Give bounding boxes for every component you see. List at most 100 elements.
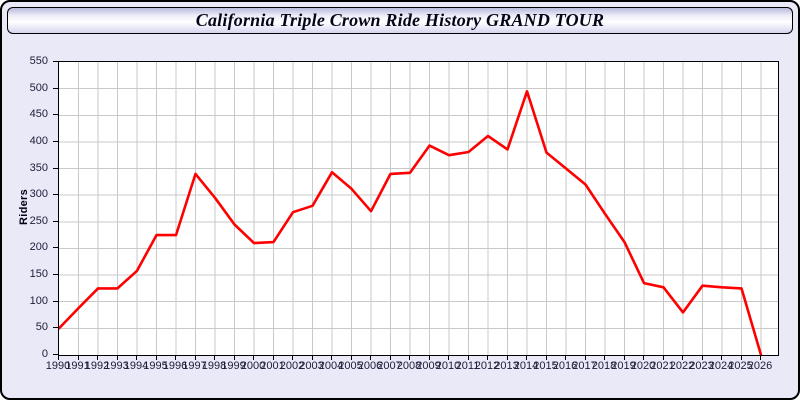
y-tick-mark (53, 327, 58, 329)
x-tick-mark (760, 355, 761, 360)
y-tick-mark (53, 247, 58, 249)
x-tick-label: 2019 (611, 360, 636, 372)
x-tick-mark (487, 355, 488, 360)
x-tick-label: 2018 (591, 360, 617, 372)
y-tick-label: 550 (29, 55, 48, 67)
y-tick-mark (53, 300, 58, 302)
x-tick-mark (194, 355, 196, 360)
x-tick-mark (701, 355, 703, 360)
x-tick-label: 2014 (513, 360, 539, 372)
x-tick-label: 2013 (494, 360, 519, 372)
x-tick-label: 1999 (221, 360, 246, 372)
y-tick-label: 50 (35, 321, 48, 334)
x-tick-mark (97, 355, 98, 360)
x-tick-mark (253, 355, 254, 360)
x-tick-label: 2026 (747, 360, 773, 372)
y-tick-mark (53, 61, 58, 62)
x-tick-mark (116, 355, 118, 360)
x-tick-label: 2025 (728, 360, 753, 372)
x-tick-mark (214, 355, 215, 360)
y-tick-mark (53, 274, 58, 276)
y-tick-label: 300 (29, 188, 48, 201)
y-tick-mark (53, 140, 58, 142)
x-tick-mark (155, 355, 157, 360)
x-tick-label: 1992 (84, 360, 110, 372)
x-tick-label: 2003 (299, 360, 324, 372)
x-tick-label: 2012 (474, 360, 500, 372)
x-tick-label: 2005 (338, 360, 363, 372)
x-tick-mark (448, 355, 449, 360)
y-tick-mark (53, 114, 58, 116)
riders-series-line (59, 89, 763, 355)
x-tick-label: 2001 (260, 360, 285, 372)
x-tick-mark (136, 355, 137, 360)
chart-title: California Triple Crown Ride History GRA… (195, 10, 605, 30)
riders-line-chart (59, 62, 778, 355)
y-tick-label: 200 (29, 241, 48, 254)
x-tick-label: 2016 (552, 360, 578, 372)
x-tick-label: 2021 (650, 360, 675, 372)
x-tick-mark (350, 355, 352, 360)
x-tick-mark (409, 355, 410, 360)
x-tick-label: 2020 (630, 360, 656, 372)
y-tick-label: 450 (29, 108, 48, 121)
x-tick-mark (662, 355, 664, 360)
x-tick-mark (233, 355, 235, 360)
y-axis-title: Riders (18, 188, 30, 226)
x-tick-mark (565, 355, 566, 360)
x-tick-label: 1996 (162, 360, 188, 372)
x-tick-mark (643, 355, 644, 360)
y-tick-label: 400 (29, 134, 48, 147)
x-tick-label: 2000 (240, 360, 266, 372)
y-tick-mark (53, 354, 58, 355)
y-tick-mark (53, 167, 58, 169)
y-tick-label: 0 (41, 348, 48, 360)
x-tick-label: 2010 (435, 360, 461, 372)
x-tick-mark (682, 355, 683, 360)
x-tick-mark (389, 355, 391, 360)
y-tick-mark (53, 220, 58, 222)
x-tick-label: 2006 (357, 360, 383, 372)
x-tick-mark (292, 355, 293, 360)
x-tick-label: 1991 (65, 360, 90, 372)
x-tick-mark (604, 355, 605, 360)
y-tick-label: 250 (29, 214, 48, 227)
x-tick-mark (272, 355, 274, 360)
x-tick-mark (331, 355, 332, 360)
x-tick-label: 1995 (143, 360, 168, 372)
x-tick-label: 2015 (533, 360, 558, 372)
title-bar: California Triple Crown Ride History GRA… (7, 7, 793, 34)
x-tick-mark (545, 355, 547, 360)
x-tick-label: 2009 (416, 360, 441, 372)
x-tick-mark (721, 355, 722, 360)
x-tick-label: 1998 (201, 360, 227, 372)
x-tick-label: 2011 (455, 360, 480, 372)
x-tick-label: 1993 (104, 360, 129, 372)
y-tick-label: 350 (29, 161, 48, 174)
y-tick-mark (53, 194, 58, 196)
x-tick-mark (506, 355, 508, 360)
x-tick-mark (370, 355, 371, 360)
x-tick-label: 2007 (377, 360, 402, 372)
x-tick-label: 2017 (572, 360, 597, 372)
x-tick-label: 1997 (182, 360, 207, 372)
x-tick-label: 2002 (279, 360, 305, 372)
x-tick-label: 1994 (123, 360, 149, 372)
y-tick-mark (53, 87, 58, 89)
x-tick-mark (467, 355, 469, 360)
x-tick-label: 2023 (689, 360, 714, 372)
y-tick-label: 500 (29, 81, 48, 94)
x-tick-mark (311, 355, 313, 360)
x-tick-label: 1990 (45, 360, 71, 372)
y-tick-label: 100 (29, 294, 48, 307)
x-tick-label: 2004 (318, 360, 344, 372)
x-tick-label: 2024 (708, 360, 734, 372)
x-tick-mark (77, 355, 79, 360)
x-tick-mark (175, 355, 176, 360)
x-tick-mark (584, 355, 586, 360)
x-tick-mark (740, 355, 742, 360)
x-tick-mark (58, 355, 59, 360)
x-tick-label: 2008 (396, 360, 422, 372)
